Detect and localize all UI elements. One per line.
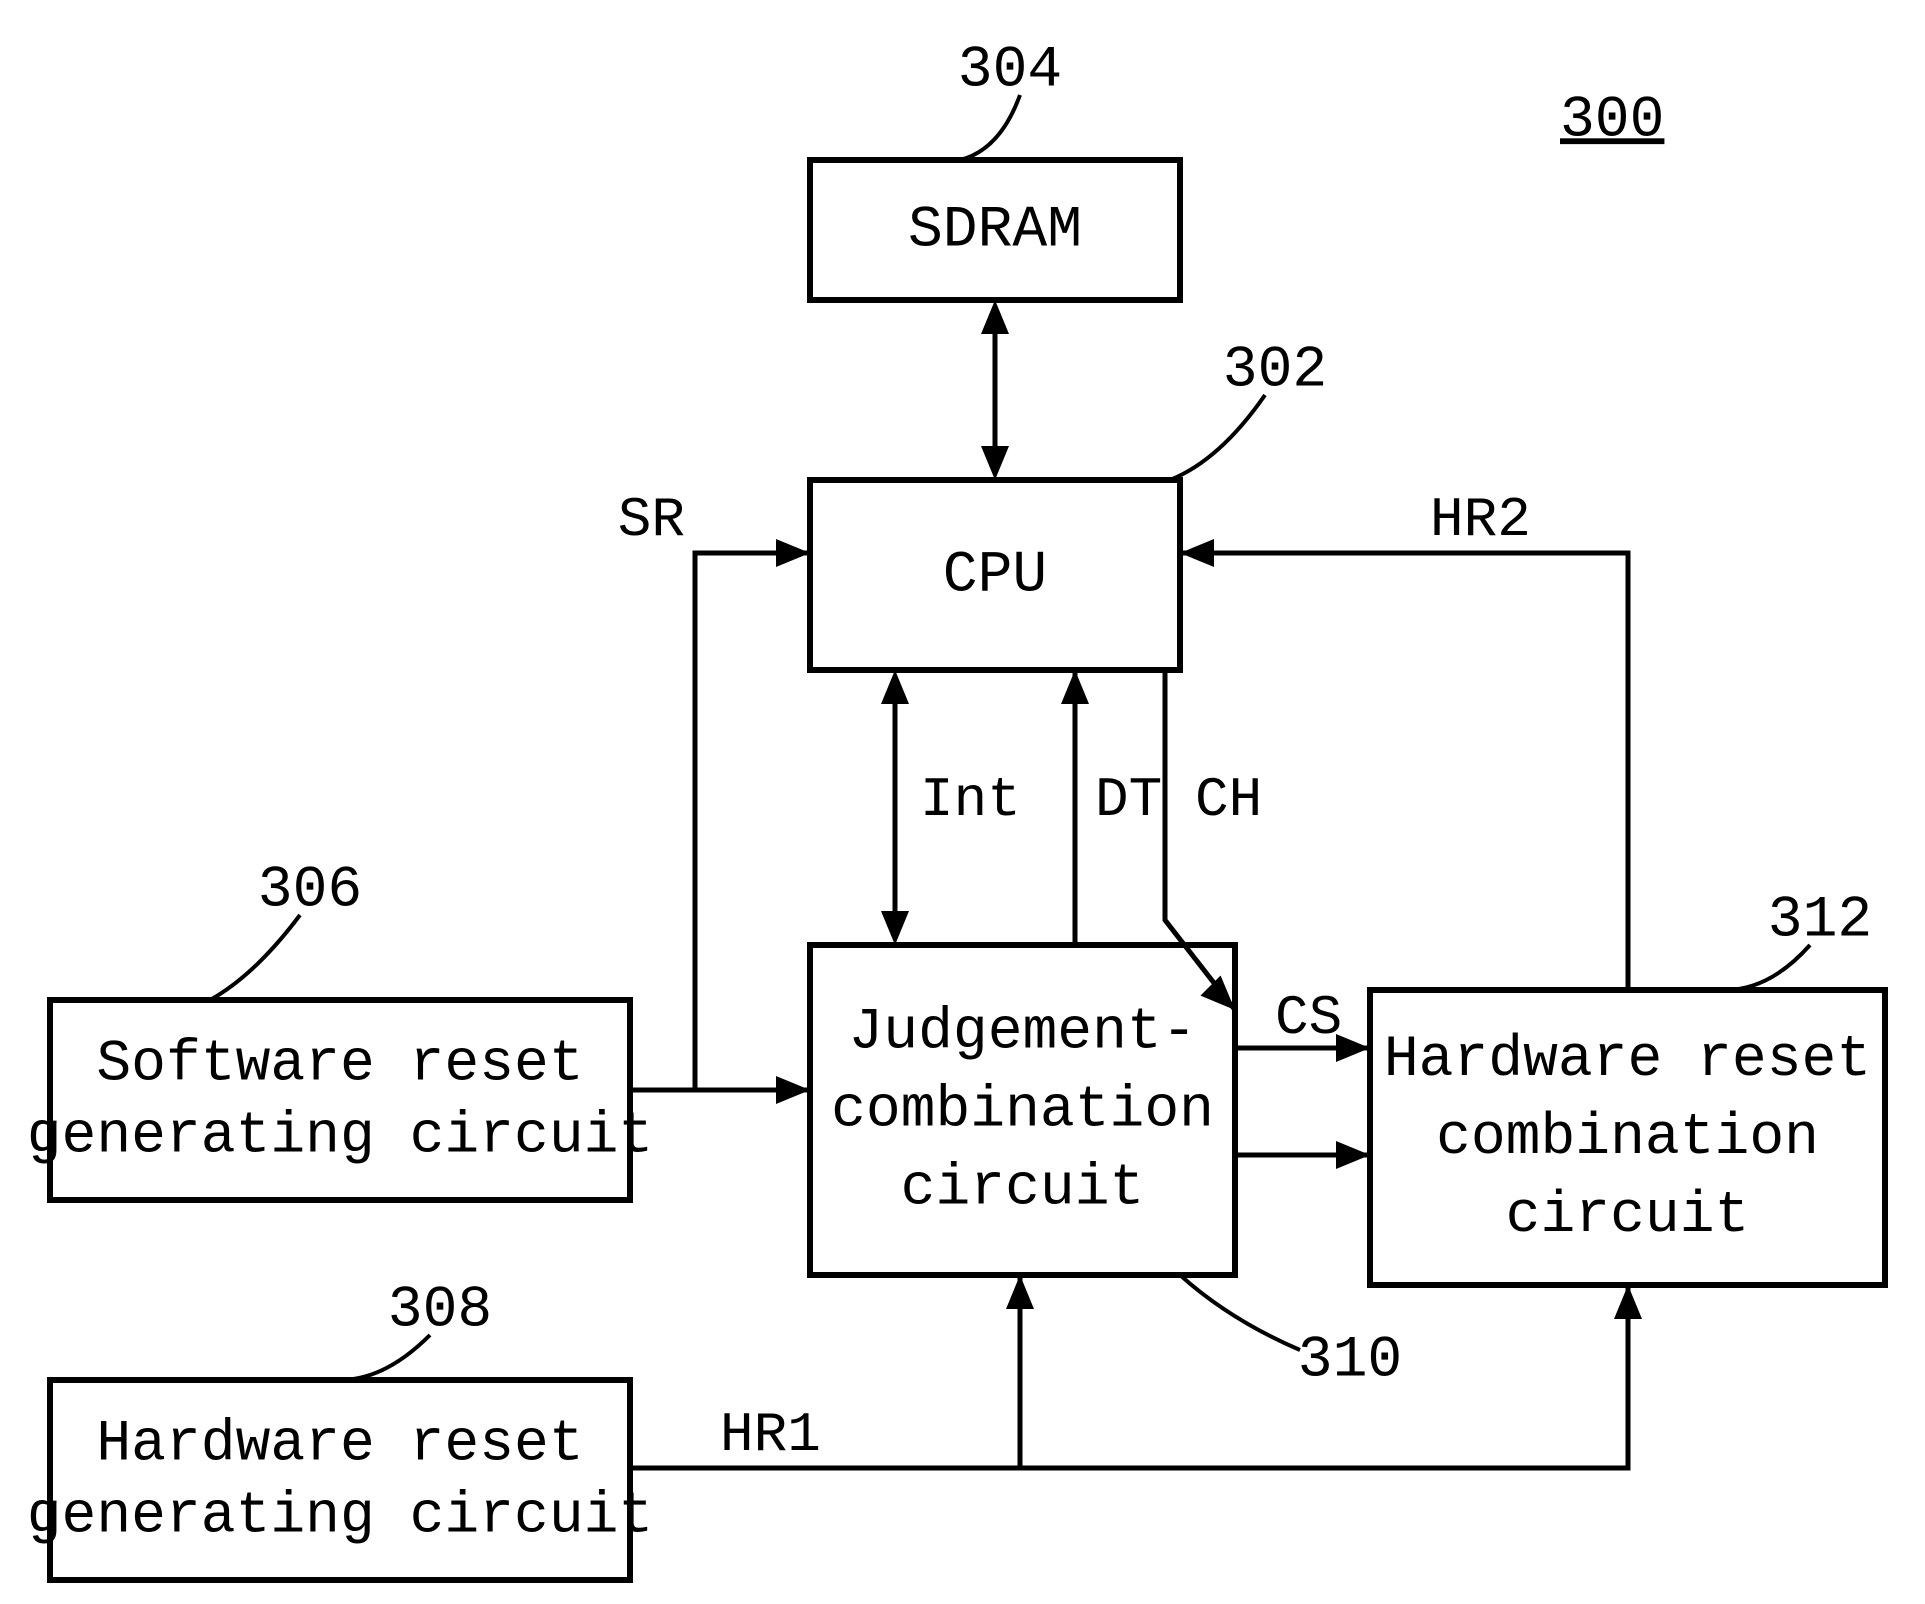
ref-leader-sw_reset_gen: [210, 915, 300, 1000]
conn-hr1-to-judgement: [630, 1275, 1020, 1468]
block-sdram-label: SDRAM: [908, 198, 1082, 263]
block-hw_reset_gen-label: generating circuit: [27, 1484, 654, 1549]
figure-ref: 300: [1560, 88, 1664, 153]
block-hw_reset_comb: Hardware reset combination circuit: [1370, 990, 1885, 1285]
block-sdram: SDRAM: [810, 160, 1180, 300]
ref-hw_reset_gen: 308: [388, 1278, 492, 1343]
ref-sdram: 304: [958, 38, 1062, 103]
ref-cpu: 302: [1223, 338, 1327, 403]
ref-sw_reset_gen: 306: [258, 858, 362, 923]
block-cpu-label: CPU: [943, 543, 1047, 608]
signal-cs: CS: [1275, 986, 1342, 1050]
block-cpu: CPU: [810, 480, 1180, 670]
signal-hr2: HR2: [1430, 488, 1531, 552]
signal-sr-to-cpu: SR: [618, 488, 685, 552]
block-diagram: 300 SDRAM 304 CPU 302 Software reset generatin…: [0, 0, 1925, 1604]
block-judgement-label: combination: [831, 1078, 1214, 1143]
block-judgement-label: circuit: [901, 1156, 1145, 1221]
ref-judgement: 310: [1298, 1328, 1402, 1393]
ref-hw_reset_comb: 312: [1768, 888, 1872, 953]
signal-dt: DT: [1095, 768, 1162, 832]
ref-leader-sdram: [960, 95, 1020, 160]
block-sw_reset_gen: Software reset generating circuit: [27, 1000, 654, 1200]
block-sw_reset_gen-label: Software reset: [96, 1032, 583, 1097]
signal-int: Int: [920, 768, 1021, 832]
block-hw_reset_comb-label: Hardware reset: [1384, 1028, 1871, 1093]
signal-ch: CH: [1195, 768, 1262, 832]
block-judgement: Judgement-combination circuit: [810, 945, 1235, 1275]
block-hw_reset_gen: Hardware reset generating circuit: [27, 1380, 654, 1580]
block-hw_reset_comb-label: circuit: [1506, 1184, 1750, 1249]
ref-leader-judgement: [1180, 1275, 1300, 1350]
signal-hr1-to-judgement: HR1: [720, 1403, 821, 1467]
ref-leader-cpu: [1170, 395, 1265, 480]
block-hw_reset_gen-label: Hardware reset: [96, 1412, 583, 1477]
block-sw_reset_gen-label: generating circuit: [27, 1104, 654, 1169]
block-hw_reset_comb-label: combination: [1436, 1106, 1819, 1171]
conn-sr-to-cpu: [695, 553, 810, 1090]
block-judgement-label: Judgement-: [848, 1000, 1196, 1065]
